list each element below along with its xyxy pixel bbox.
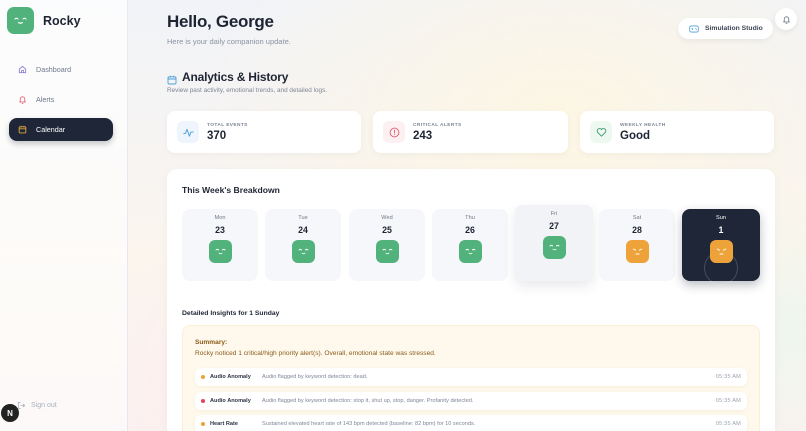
simulation-studio-button[interactable]: Simulation Studio: [678, 18, 773, 39]
log-detail: Audio flagged by keyword detection: dead…: [262, 374, 368, 380]
severity-dot-icon: [201, 422, 205, 426]
stat-label: WEEKLY HEALTH: [620, 122, 666, 128]
greeting-subtitle: Here is your daily companion update.: [167, 37, 291, 46]
stat-label: TOTAL EVENTS: [207, 122, 248, 128]
summary-label: Summary:: [195, 339, 228, 346]
stat-card-critical-alerts: CRITICAL ALERTS 243: [373, 111, 568, 153]
log-row[interactable]: Audio Anomaly Audio flagged by keyword d…: [195, 392, 747, 410]
sidebar-item-dashboard[interactable]: Dashboard: [9, 58, 113, 81]
bell-icon: [18, 95, 27, 104]
log-row[interactable]: Heart Rate Sustained elevated heart rate…: [195, 415, 747, 431]
happy-face-icon: [458, 240, 482, 263]
day-date: 26: [465, 225, 475, 235]
gamepad-icon: [689, 25, 699, 33]
stressed-face-icon: [625, 240, 649, 263]
day-card-sun[interactable]: Sun 1: [682, 209, 760, 285]
day-name: Thu: [465, 215, 475, 221]
happy-face-icon: [291, 240, 315, 263]
stat-value: 370: [207, 129, 227, 142]
day-date: 1: [718, 225, 724, 235]
stat-card-total-events: TOTAL EVENTS 370: [167, 111, 361, 153]
severity-dot-icon: [201, 375, 205, 379]
log-type: Audio Anomaly: [210, 374, 251, 380]
sign-out-button[interactable]: Sign out: [17, 401, 57, 410]
log-time: 05:35 AM: [715, 374, 741, 380]
day-card-fri[interactable]: Fri 27: [515, 205, 593, 281]
happy-face-icon: [542, 236, 566, 259]
log-detail: Audio flagged by keyword detection: stop…: [262, 398, 474, 404]
section-title: Analytics & History: [167, 70, 289, 85]
heart-icon: [590, 121, 612, 143]
sidebar-item-alerts[interactable]: Alerts: [9, 88, 113, 111]
log-time: 05:35 AM: [715, 421, 741, 427]
greeting-title: Hello, George: [167, 12, 274, 31]
day-date: 23: [215, 225, 225, 235]
insights-title: Detailed Insights for 1 Sunday: [182, 310, 280, 317]
stat-label: CRITICAL ALERTS: [413, 122, 462, 128]
summary-box: Summary: Rocky noticed 1 critical/high p…: [182, 325, 760, 431]
day-card-wed[interactable]: Wed 25: [349, 209, 425, 281]
log-type: Heart Rate: [210, 421, 238, 427]
severity-dot-icon: [201, 399, 205, 403]
sidebar-item-calendar[interactable]: Calendar: [9, 118, 113, 141]
day-card-sat[interactable]: Sat 28: [599, 209, 675, 281]
stat-value: Good: [620, 129, 651, 142]
sign-out-icon: [17, 401, 26, 410]
stat-card-weekly-health: WEEKLY HEALTH Good: [580, 111, 774, 153]
bell-icon: [782, 15, 790, 24]
day-name: Tue: [298, 215, 308, 221]
section-title-text: Analytics & History: [182, 70, 289, 84]
happy-face-icon: [375, 240, 399, 263]
log-detail: Sustained elevated heart rate of 143 bpm…: [262, 421, 476, 427]
rocky-logo-icon: [7, 7, 34, 34]
activity-icon: [177, 121, 199, 143]
calendar-icon: [167, 72, 177, 85]
sidebar-item-label: Dashboard: [36, 65, 72, 74]
day-name: Sat: [632, 215, 642, 221]
day-card-mon[interactable]: Mon 23: [182, 209, 258, 281]
day-card-thu[interactable]: Thu 26: [432, 209, 508, 281]
day-date: 27: [549, 221, 559, 231]
app-name: Rocky: [43, 13, 81, 28]
day-name: Mon: [214, 215, 226, 221]
day-date: 28: [632, 225, 642, 235]
calendar-icon: [18, 125, 27, 134]
happy-face-icon: [208, 240, 232, 263]
sidebar-item-label: Alerts: [36, 95, 55, 104]
day-name: Wed: [381, 215, 393, 221]
day-name: Fri: [550, 211, 558, 217]
log-time: 05:35 AM: [715, 398, 741, 404]
day-name: Sun: [716, 215, 726, 221]
log-type: Audio Anomaly: [210, 398, 251, 404]
home-icon: [18, 65, 27, 74]
day-card-tue[interactable]: Tue 24: [265, 209, 341, 281]
day-date: 24: [298, 225, 308, 235]
avatar[interactable]: N: [1, 404, 19, 422]
sidebar: Rocky Dashboard Alerts Calendar Sign out…: [0, 0, 128, 431]
week-breakdown-title: This Week's Breakdown: [182, 185, 280, 195]
sign-out-label: Sign out: [31, 402, 57, 409]
summary-text: Rocky noticed 1 critical/high priority a…: [195, 350, 436, 357]
sidebar-nav: Dashboard Alerts Calendar: [9, 58, 113, 148]
log-row[interactable]: Audio Anomaly Audio flagged by keyword d…: [195, 368, 747, 386]
day-date: 25: [382, 225, 392, 235]
section-subtitle: Review past activity, emotional trends, …: [167, 87, 328, 94]
notifications-button[interactable]: [775, 8, 797, 30]
sidebar-item-label: Calendar: [36, 125, 66, 134]
stressed-face-icon: [709, 240, 733, 263]
simulation-studio-label: Simulation Studio: [705, 25, 763, 32]
stat-value: 243: [413, 129, 433, 142]
week-breakdown-panel: This Week's Breakdown Mon 23 Tue 24 Wed …: [167, 169, 775, 431]
brand: Rocky: [7, 7, 81, 34]
alert-circle-icon: [383, 121, 405, 143]
